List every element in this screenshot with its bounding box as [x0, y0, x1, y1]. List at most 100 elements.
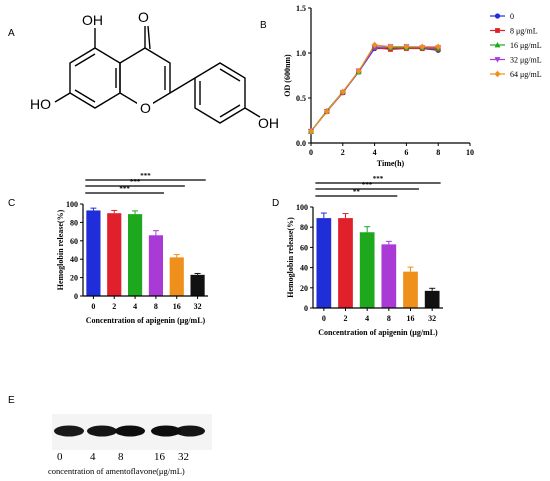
b-data-point: [308, 128, 314, 135]
c-x-tick-label: 0: [91, 302, 95, 311]
c-x-tick-label: 4: [133, 302, 137, 311]
b-y-tick-label: 1.5: [296, 4, 306, 13]
axes-d: 0 20 40 60 80 100 0 2 4 8 16 32: [296, 203, 443, 323]
c-sig-label: ***: [130, 178, 141, 186]
significance-brackets-c: *********: [85, 172, 206, 194]
c-bar: [190, 274, 205, 296]
b-x-tick-label: 4: [373, 148, 377, 157]
c-bar: [107, 213, 122, 296]
d-x-tick-label: 2: [344, 314, 348, 323]
panel-label-e: E: [8, 395, 15, 406]
b-legend-label: 0: [510, 12, 514, 21]
d-x-tick-label: 16: [407, 314, 415, 323]
axes-c: 0 20 40 60 80 100 0 2 4 8 16 32: [66, 200, 208, 311]
blot-lane-labels: 0 4 8 16 32: [57, 451, 189, 463]
d-x-tick-label: 0: [322, 314, 326, 323]
b-data-point: [494, 70, 501, 78]
b-legend-label: 8 μg/mL: [510, 27, 538, 36]
bars-d: [316, 212, 440, 308]
b-series-line: [310, 46, 439, 132]
atom-o-ring: O: [140, 100, 151, 116]
d-y-tick-label: 20: [300, 284, 308, 293]
b-x-tick-label: 6: [404, 148, 408, 157]
blot-band: [87, 425, 117, 437]
c-sig-label: ***: [140, 172, 151, 180]
panel-label-a: A: [8, 28, 15, 39]
ylabel-c: Hemoglobin release(%): [56, 209, 65, 290]
d-sig-label: ***: [362, 181, 373, 189]
c-y-tick-label: 0: [74, 292, 78, 301]
d-bar: [403, 271, 418, 308]
blot-band: [175, 425, 205, 437]
ring-o-mask: [137, 100, 153, 114]
d-x-tick-label: 4: [365, 314, 369, 323]
d-x-tick-label: 8: [387, 314, 391, 323]
c-y-tick-label: 60: [70, 237, 78, 246]
c-bar: [128, 214, 143, 296]
b-data-point: [371, 41, 378, 49]
b-data-point: [494, 57, 501, 63]
b-series-line: [310, 46, 439, 132]
b-y-tick-label: 1.0: [296, 49, 306, 58]
b-data-point: [495, 28, 500, 33]
growth-curve-legend: 0 8 μg/mL 16 μg/mL 32 μg/mL 64 μg/mL: [490, 12, 542, 79]
growth-curve-xlabel: Time(h): [377, 159, 405, 168]
growth-curve-ylabel: OD (600nm): [283, 54, 292, 97]
ylabel-d: Hemoglobin release(%): [286, 217, 295, 298]
d-bar: [381, 244, 397, 308]
western-blot: 0 4 8 16 32 concentration of amentoflavone(μ…: [48, 414, 212, 476]
d-bar: [316, 218, 332, 308]
blot-lane-label: 32: [178, 451, 189, 463]
panel-label-b: B: [260, 20, 267, 31]
atom-oh-top: OH: [82, 12, 103, 28]
blot-lane-label: 4: [90, 451, 96, 463]
blot-band: [54, 425, 84, 437]
b-legend-label: 32 μg/mL: [510, 56, 542, 65]
d-bar: [359, 232, 375, 308]
b-data-point: [419, 43, 426, 50]
b-x-tick-label: 0: [309, 148, 313, 157]
panel-label-d: D: [272, 198, 279, 209]
b-y-tick-label: 0.0: [296, 139, 306, 148]
atom-oh-right: OH: [258, 115, 279, 131]
c-y-tick-label: 40: [70, 255, 78, 264]
d-y-tick-label: 60: [300, 243, 308, 252]
b-legend-label: 16 μg/mL: [510, 41, 542, 50]
c-y-tick-label: 20: [70, 274, 78, 283]
b-series-line: [310, 44, 439, 132]
atom-o-ketone: O: [138, 9, 149, 25]
d-y-tick-label: 80: [300, 223, 308, 232]
xlabel-d: Concentration of apigenin (μg/mL): [318, 328, 438, 337]
d-y-tick-label: 40: [300, 264, 308, 273]
blot-lane-label: 16: [154, 451, 166, 463]
blot-band: [115, 425, 145, 437]
molecule-structure: [54, 25, 261, 124]
c-x-tick-label: 2: [112, 302, 116, 311]
blot-lane-label: 0: [57, 451, 63, 463]
xlabel-c: Concentration of apigenin (μg/mL): [86, 316, 206, 325]
b-data-point: [355, 67, 362, 75]
d-y-tick-label: 100: [296, 203, 308, 212]
b-data-point: [323, 108, 330, 115]
c-bar: [169, 257, 184, 296]
b-data-point: [339, 88, 346, 95]
b-data-point: [494, 42, 501, 48]
growth-curve-points: [308, 41, 442, 135]
c-x-tick-label: 32: [194, 302, 202, 311]
d-x-tick-label: 32: [428, 314, 436, 323]
c-y-tick-label: 80: [70, 218, 78, 227]
b-x-tick-label: 10: [466, 148, 474, 157]
d-bar: [424, 290, 440, 308]
c-sig-label: ***: [119, 185, 130, 193]
b-data-point: [435, 43, 442, 50]
blot-lane-label: 8: [118, 451, 124, 463]
growth-curve-axes: 0 2 4 6 8 10 0.0 0.5 1.0 1.5: [296, 4, 474, 157]
b-series-line: [310, 46, 439, 132]
blot-band: [151, 425, 181, 437]
panel-label-c: C: [8, 198, 15, 209]
c-y-tick-label: 100: [66, 200, 78, 209]
b-y-tick-label: 0.5: [296, 94, 306, 103]
